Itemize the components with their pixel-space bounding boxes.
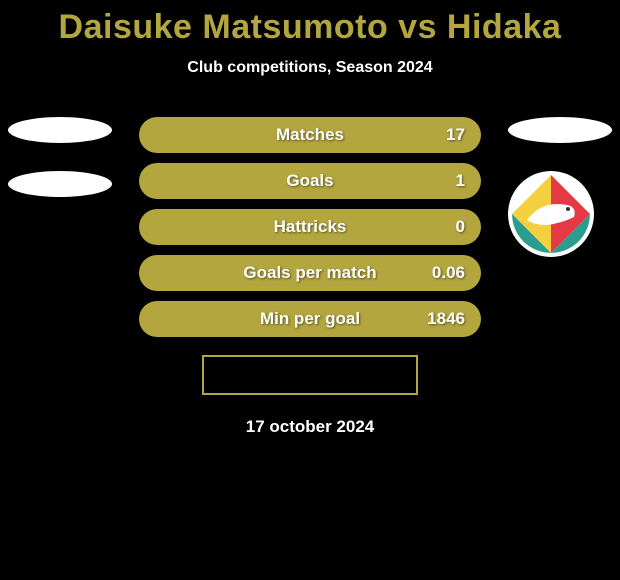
page-title: Daisuke Matsumoto vs Hidaka — [0, 8, 620, 47]
stat-label: Min per goal — [260, 309, 360, 329]
stat-row-hattricks: Hattricks 0 — [139, 209, 481, 245]
stat-label: Goals per match — [243, 263, 376, 283]
stat-row-min-per-goal: Min per goal 1846 — [139, 301, 481, 337]
stat-value-right: 0.06 — [432, 263, 465, 283]
stat-label: Hattricks — [274, 217, 347, 237]
stat-label: Matches — [276, 125, 344, 145]
right-club-logo — [508, 171, 594, 257]
container: Daisuke Matsumoto vs Hidaka Club competi… — [0, 0, 620, 437]
stat-value-right: 1 — [456, 171, 465, 191]
date-text: 17 october 2024 — [0, 417, 620, 437]
stat-label: Goals — [286, 171, 333, 191]
right-player-badges — [508, 117, 612, 257]
stat-value-right: 0 — [456, 217, 465, 237]
left-badge-oval-2 — [8, 171, 112, 197]
stat-row-goals-per-match: Goals per match 0.06 — [139, 255, 481, 291]
content-area: Matches 17 Goals 1 Hattricks 0 Goals per… — [0, 117, 620, 437]
stat-value-right: 17 — [446, 125, 465, 145]
page-subtitle: Club competitions, Season 2024 — [0, 59, 620, 77]
fctables-watermark[interactable]: FcTables.com — [202, 355, 418, 395]
fctables-inner: FcTables.com — [241, 365, 379, 385]
left-badge-oval-1 — [8, 117, 112, 143]
stat-row-matches: Matches 17 — [139, 117, 481, 153]
left-player-badges — [8, 117, 112, 225]
right-badge-oval — [508, 117, 612, 143]
club-logo-inner — [512, 175, 590, 253]
stats-column: Matches 17 Goals 1 Hattricks 0 Goals per… — [139, 117, 481, 337]
stat-row-goals: Goals 1 — [139, 163, 481, 199]
fctables-bars-icon — [241, 366, 263, 384]
club-logo-svg — [512, 175, 590, 253]
stat-value-right: 1846 — [427, 309, 465, 329]
fctables-text: FcTables.com — [267, 365, 379, 385]
